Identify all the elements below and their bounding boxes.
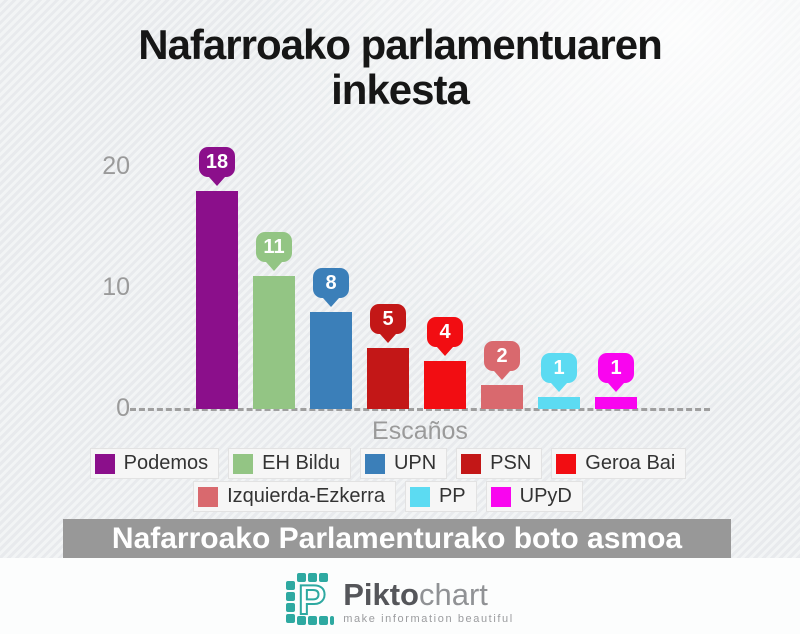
- value-bubble-podemos: 18: [199, 147, 235, 186]
- footer-strip: [0, 558, 800, 634]
- bubble-pointer: [437, 347, 453, 356]
- bar-upn: [310, 312, 352, 409]
- legend-label: PSN: [490, 452, 532, 474]
- x-axis-label: Escaños: [372, 417, 468, 445]
- legend-label: Geroa Bai: [585, 452, 676, 474]
- page-title: Nafarroako parlamentuaren inkesta: [138, 21, 663, 113]
- legend-label: EH Bildu: [262, 452, 340, 474]
- bar-upyd: [595, 397, 637, 409]
- legend-swatch: [94, 453, 115, 474]
- legend-label: PP: [438, 485, 466, 507]
- bar-eh-bildu: [253, 276, 295, 409]
- legend-item-geroa-bai: Geroa Bai: [551, 448, 687, 479]
- legend-item-upn: UPN: [359, 448, 448, 479]
- bar-geroa-bai: [424, 361, 466, 409]
- legend-swatch: [490, 486, 511, 507]
- legend-item-podemos: Podemos: [89, 448, 220, 479]
- value-bubble-izquierda-ezkerra: 2: [484, 341, 520, 380]
- value-bubble-pp: 1: [541, 353, 577, 392]
- bubble-pointer: [494, 371, 510, 380]
- x-axis-baseline: [130, 408, 710, 411]
- brand-name-bold: Pikto: [343, 576, 419, 612]
- legend-swatch: [409, 486, 430, 507]
- bar-izquierda-ezkerra: [481, 385, 523, 409]
- value-bubble-psn: 5: [370, 304, 406, 343]
- bar-pp: [538, 397, 580, 409]
- value-label: 1: [598, 353, 634, 383]
- legend-label: UPyD: [519, 485, 572, 507]
- value-bubble-upyd: 1: [598, 353, 634, 392]
- value-label: 11: [256, 232, 292, 262]
- legend-row-1: Podemos EH Bildu UPN PSN Geroa Bai: [0, 448, 788, 479]
- brand-tagline: make information beautiful: [343, 612, 514, 625]
- value-label: 1: [541, 353, 577, 383]
- legend-swatch: [233, 453, 254, 474]
- y-tick-20: 20: [102, 152, 130, 180]
- bar-podemos: [196, 191, 238, 409]
- legend-label: UPN: [393, 452, 437, 474]
- brand-name-light: chart: [418, 576, 488, 612]
- bubble-pointer: [266, 262, 282, 271]
- piktochart-wordmark: Piktochart make information beautiful: [343, 579, 514, 625]
- legend-swatch: [461, 453, 482, 474]
- legend-label: Podemos: [123, 452, 209, 474]
- legend-item-eh-bildu: EH Bildu: [228, 448, 351, 479]
- bubble-pointer: [608, 383, 624, 392]
- y-tick-0: 0: [116, 394, 130, 422]
- subtitle-banner: Nafarroako Parlamenturako boto asmoa: [63, 519, 731, 558]
- bubble-pointer: [209, 177, 225, 186]
- y-tick-10: 10: [102, 273, 130, 301]
- value-label: 5: [370, 304, 406, 334]
- svg-text:P: P: [298, 576, 326, 623]
- value-label: 4: [427, 317, 463, 347]
- value-label: 18: [199, 147, 235, 177]
- bubble-pointer: [551, 383, 567, 392]
- legend-item-pp: PP: [404, 481, 477, 512]
- piktochart-logo: P Piktochart make information beautiful: [0, 573, 800, 630]
- value-label: 8: [313, 268, 349, 298]
- bar-psn: [367, 348, 409, 409]
- bubble-pointer: [380, 334, 396, 343]
- bubble-pointer: [323, 298, 339, 307]
- legend-item-izquierda-ezkerra: Izquierda-Ezkerra: [193, 481, 396, 512]
- legend-swatch: [556, 453, 577, 474]
- value-bubble-eh-bildu: 11: [256, 232, 292, 271]
- piktochart-p-icon: P: [286, 573, 335, 630]
- value-bubble-geroa-bai: 4: [427, 317, 463, 356]
- legend-swatch: [364, 453, 385, 474]
- legend-label: Izquierda-Ezkerra: [227, 485, 385, 507]
- legend-swatch: [198, 486, 219, 507]
- legend-item-psn: PSN: [456, 448, 543, 479]
- value-bubble-upn: 8: [313, 268, 349, 307]
- legend-row-2: Izquierda-Ezkerra PP UPyD: [0, 481, 788, 512]
- legend-item-upyd: UPyD: [485, 481, 583, 512]
- value-label: 2: [484, 341, 520, 371]
